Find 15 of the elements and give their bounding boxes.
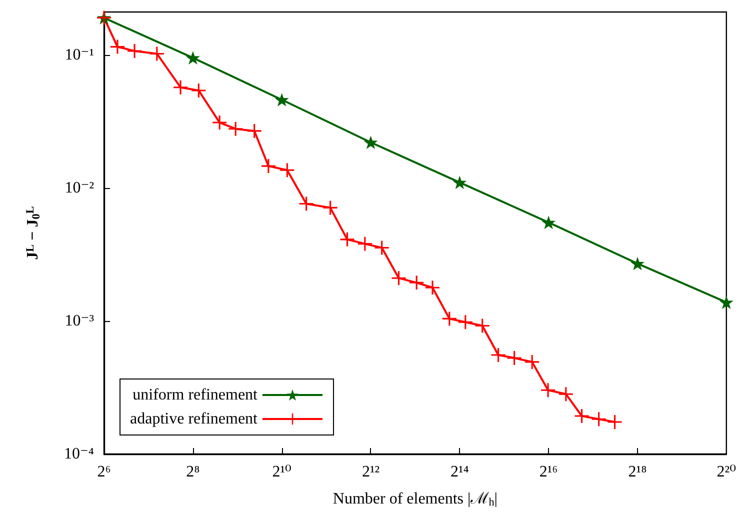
x-tick-label: 2²⁰ <box>716 464 736 480</box>
y-tick-label: 10⁻¹ <box>64 46 94 64</box>
x-tick-label: 2⁶ <box>97 464 111 480</box>
y-tick-label: 10⁻⁴ <box>64 446 94 462</box>
x-tick-label: 2⁸ <box>186 464 200 480</box>
x-tick-label: 2¹⁸ <box>628 464 647 480</box>
y-tick-label: 10⁻² <box>64 179 94 196</box>
x-tick-label: 2¹⁴ <box>450 464 470 480</box>
x-tick-label: 2¹⁰ <box>272 464 292 480</box>
x-tick-label: 2¹² <box>362 464 380 480</box>
legend-label: uniform refinement <box>132 386 258 404</box>
legend-label: adaptive refinement <box>130 410 258 428</box>
x-tick-label: 2¹⁶ <box>539 464 558 480</box>
y-tick-label: 10⁻³ <box>64 312 94 330</box>
y-axis-title: JL − J0L <box>24 206 42 260</box>
